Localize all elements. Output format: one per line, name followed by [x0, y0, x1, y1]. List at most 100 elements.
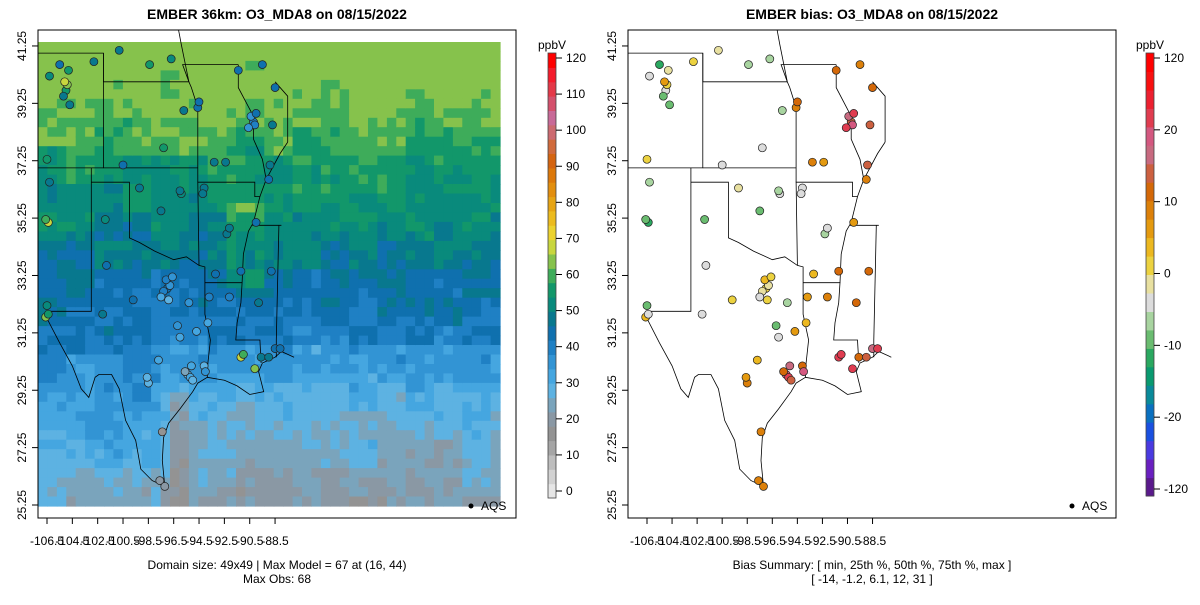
model-grid-cell — [377, 496, 388, 507]
model-grid-cell — [434, 240, 444, 251]
model-grid-cell — [170, 221, 180, 232]
colorbar-swatch — [548, 311, 556, 327]
model-grid-cell — [66, 401, 77, 412]
model-grid-cell — [236, 184, 246, 195]
model-grid-cell — [405, 411, 416, 422]
model-grid-cell — [94, 212, 105, 223]
model-grid-cell — [339, 288, 350, 299]
model-grid-cell — [264, 335, 275, 346]
model-grid-cell — [85, 155, 96, 166]
model-grid-cell — [283, 203, 294, 214]
model-grid-cell — [462, 401, 473, 412]
model-grid-cell — [434, 89, 444, 100]
model-grid-cell — [122, 335, 133, 346]
model-grid-cell — [320, 345, 331, 356]
model-grid-cell — [66, 89, 77, 100]
model-grid-cell — [160, 326, 171, 337]
model-grid-cell — [302, 42, 312, 53]
model-grid-cell — [56, 117, 67, 128]
model-grid-cell — [207, 307, 218, 318]
model-grid-cell — [462, 89, 473, 100]
model-grid-cell — [94, 335, 105, 346]
model-grid-cell — [443, 193, 454, 204]
model-grid-cell — [254, 259, 265, 270]
model-grid-cell — [320, 364, 331, 375]
model-grid-cell — [339, 354, 350, 365]
model-grid-cell — [358, 401, 369, 412]
model-grid-cell — [462, 250, 473, 261]
model-grid-cell — [405, 449, 416, 460]
model-grid-cell — [368, 98, 378, 109]
model-grid-cell — [368, 439, 378, 450]
bias-station-marker — [641, 215, 651, 224]
y-tick-label: 41.25 — [605, 31, 619, 61]
model-grid-cell — [434, 316, 444, 327]
colorbar-swatch — [1146, 403, 1154, 423]
model-grid-cell — [85, 165, 96, 176]
model-grid-cell — [66, 155, 77, 166]
model-grid-cell — [254, 240, 265, 251]
model-grid-cell — [66, 184, 77, 195]
model-grid-cell — [434, 335, 444, 346]
colorbar-tick-label: -10 — [1164, 338, 1182, 352]
model-grid-cell — [132, 127, 143, 138]
model-grid-cell — [254, 496, 265, 507]
model-grid-cell — [443, 458, 454, 469]
model-grid-cell — [311, 98, 322, 109]
model-grid-cell — [368, 89, 378, 100]
obs-station-marker — [128, 295, 138, 305]
model-grid-cell — [377, 250, 388, 261]
model-grid-cell — [217, 269, 228, 280]
model-grid-cell — [56, 250, 67, 261]
model-grid-cell — [386, 316, 397, 327]
x-tick-label: -100.5 — [106, 534, 140, 548]
model-grid-cell — [132, 354, 143, 365]
model-grid-cell — [283, 165, 294, 176]
model-grid-cell — [273, 127, 284, 138]
model-grid-cell — [226, 89, 237, 100]
model-grid-cell — [386, 193, 397, 204]
colorbar-swatch — [548, 325, 556, 341]
model-grid-cell — [443, 316, 454, 327]
model-grid-cell — [481, 288, 492, 299]
model-grid-cell — [141, 146, 152, 157]
model-grid-cell — [217, 496, 228, 507]
model-grid-cell — [273, 155, 284, 166]
model-grid-cell — [283, 193, 294, 204]
bias-station-marker — [660, 77, 669, 87]
model-grid-cell — [377, 155, 388, 166]
model-grid-cell — [443, 392, 454, 403]
model-grid-cell — [179, 278, 190, 289]
model-grid-cell — [198, 439, 209, 450]
model-grid-cell — [113, 439, 124, 450]
model-grid-cell — [452, 401, 463, 412]
state-boundary-line — [91, 181, 211, 378]
x-tick-label: -96.5 — [759, 534, 787, 548]
model-grid-cell — [462, 42, 473, 53]
model-grid-cell — [179, 468, 190, 479]
model-grid-cell — [481, 373, 492, 384]
model-grid-cell — [405, 496, 416, 507]
model-grid-cell — [56, 392, 67, 403]
x-tick-label: -94.5 — [185, 534, 213, 548]
model-grid-cell — [292, 335, 303, 346]
model-grid-cell — [254, 42, 265, 53]
model-grid-cell — [339, 316, 350, 327]
model-grid-cell — [151, 240, 162, 251]
model-grid-cell — [66, 70, 77, 81]
model-grid-cell — [405, 487, 416, 498]
model-grid-cell — [443, 477, 454, 488]
model-grid-cell — [113, 269, 124, 280]
model-grid-cell — [396, 345, 407, 356]
model-grid-cell — [56, 288, 67, 299]
model-grid-cell — [141, 401, 152, 412]
right-station-markers — [641, 45, 882, 491]
model-grid-cell — [292, 477, 303, 488]
model-grid-cell — [207, 108, 218, 119]
model-grid-cell — [462, 70, 473, 81]
model-grid-cell — [113, 221, 124, 232]
model-grid-cell — [443, 231, 454, 242]
model-grid-cell — [66, 477, 77, 488]
colorbar-swatch — [1146, 163, 1154, 183]
model-grid-cell — [311, 259, 322, 270]
